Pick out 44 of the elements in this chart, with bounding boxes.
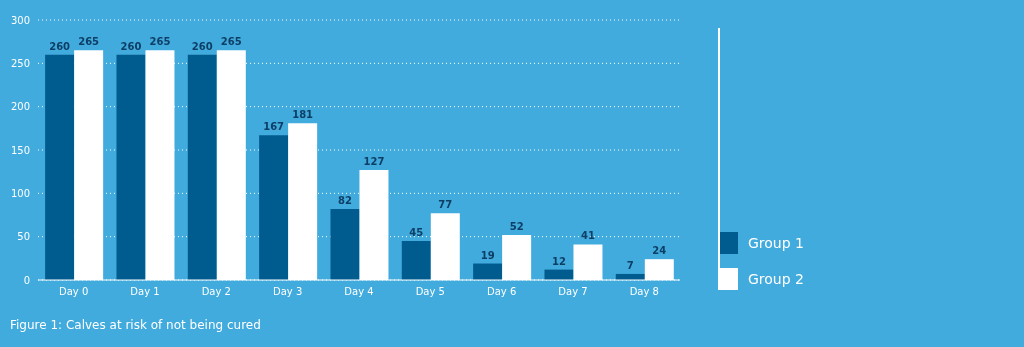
data-label: 12 xyxy=(552,255,566,267)
data-label: 265 xyxy=(220,36,242,48)
data-label: 45 xyxy=(409,227,424,238)
data-label: 52 xyxy=(509,220,524,232)
x-tick-label: Day 2 xyxy=(201,286,231,298)
x-tick-label: Day 6 xyxy=(487,286,517,298)
legend-label: Group 2 xyxy=(748,271,804,287)
caption: Figure 1: Calves at risk of not being cured xyxy=(10,318,261,332)
data-label: 260 xyxy=(191,40,213,52)
y-tick-label: 200 xyxy=(10,101,30,113)
data-label: 77 xyxy=(438,199,453,211)
y-tick-label: 250 xyxy=(10,57,30,69)
data-label: 265 xyxy=(78,36,100,48)
y-tick-label: 0 xyxy=(23,274,30,286)
data-label: 260 xyxy=(49,40,71,52)
x-tick-label: Day 1 xyxy=(130,286,160,298)
data-label: 24 xyxy=(652,245,667,257)
data-label: 260 xyxy=(120,40,142,52)
x-tick-label: Day 4 xyxy=(344,286,374,298)
x-tick-label: Day 5 xyxy=(415,286,445,298)
bar xyxy=(187,54,217,280)
data-label: 167 xyxy=(263,121,285,133)
legend-label: Group 1 xyxy=(748,235,804,251)
bar xyxy=(116,54,146,280)
x-tick-label: Day 0 xyxy=(59,286,89,298)
data-label: 181 xyxy=(292,109,314,121)
bar xyxy=(330,208,360,280)
y-tick-label: 300 xyxy=(10,14,30,26)
x-tick-label: Day 7 xyxy=(558,286,588,298)
x-tick-label: Day 8 xyxy=(629,286,659,298)
data-label: 265 xyxy=(149,36,171,48)
data-label: 7 xyxy=(626,259,634,271)
bar xyxy=(45,54,75,280)
bar xyxy=(401,241,431,280)
data-label: 19 xyxy=(480,249,495,261)
data-label: 41 xyxy=(581,230,595,242)
y-tick-label: 50 xyxy=(17,231,30,243)
data-label: 82 xyxy=(338,194,352,206)
bar xyxy=(259,135,289,280)
data-label: 127 xyxy=(363,155,385,167)
y-tick-label: 150 xyxy=(10,144,30,156)
bar xyxy=(473,263,503,280)
x-tick-label: Day 3 xyxy=(273,286,303,298)
y-tick-label: 100 xyxy=(10,187,30,199)
